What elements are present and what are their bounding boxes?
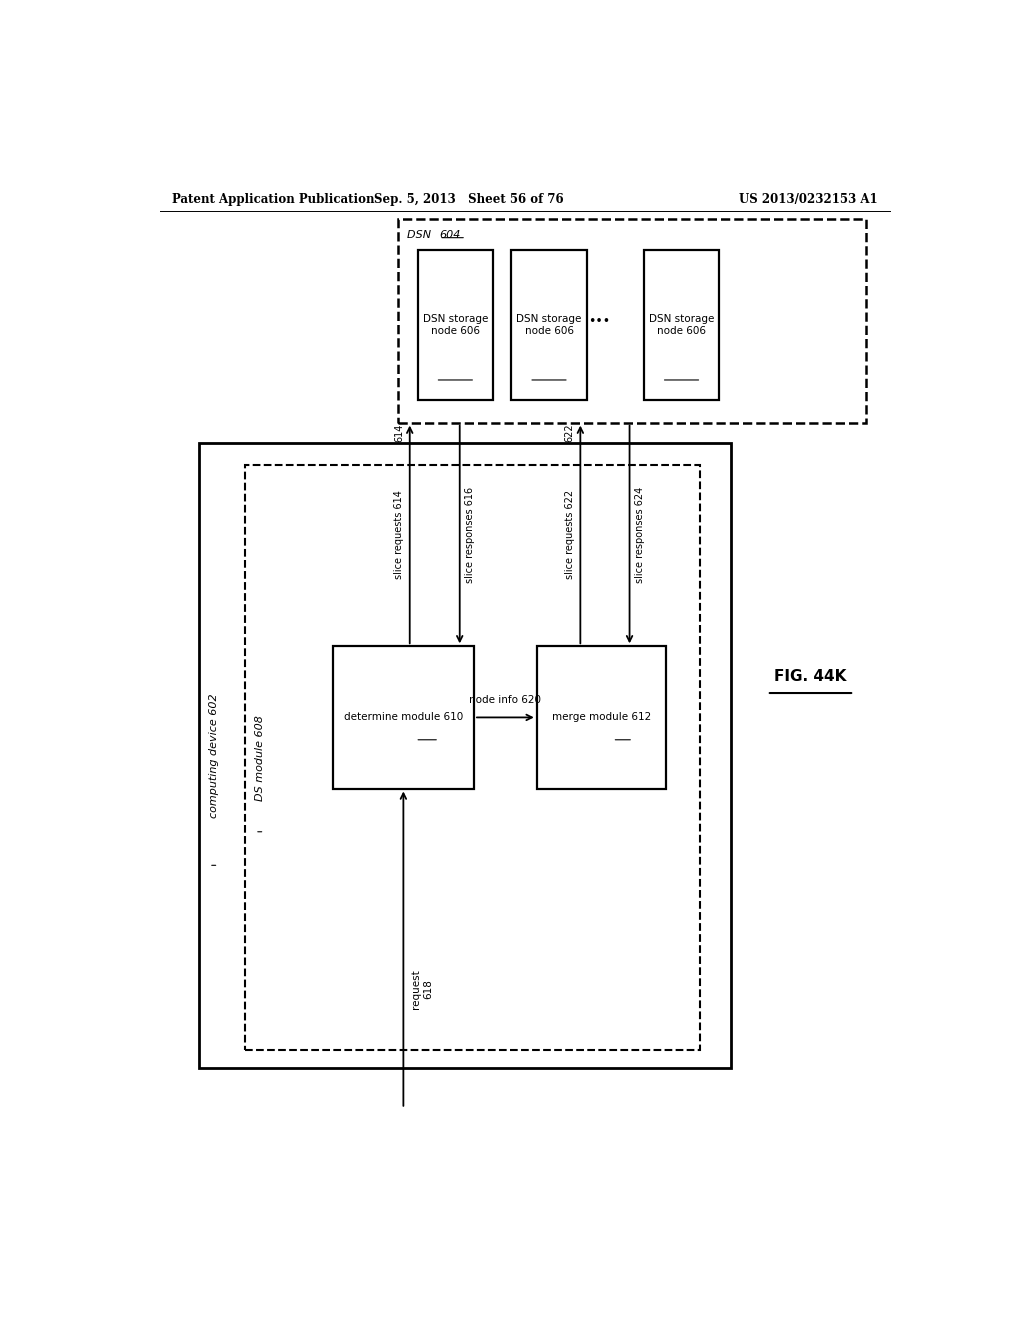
Text: US 2013/0232153 A1: US 2013/0232153 A1 [739, 193, 878, 206]
Bar [418, 249, 494, 400]
Text: FIG. 44K: FIG. 44K [774, 669, 847, 684]
Text: slice requests 622: slice requests 622 [565, 490, 574, 579]
Text: Patent Application Publication: Patent Application Publication [172, 193, 374, 206]
Text: request
618: request 618 [412, 969, 433, 1010]
Text: 604: 604 [439, 230, 461, 239]
Bar [200, 444, 731, 1068]
Text: Sep. 5, 2013   Sheet 56 of 76: Sep. 5, 2013 Sheet 56 of 76 [375, 193, 564, 206]
Bar [246, 466, 700, 1049]
Text: slice requests 614: slice requests 614 [394, 490, 404, 579]
Bar [397, 219, 866, 422]
Text: node info 620: node info 620 [469, 696, 542, 705]
Text: 622: 622 [565, 424, 574, 442]
Text: DSN: DSN [408, 230, 435, 239]
Text: slice responses 616: slice responses 616 [465, 486, 475, 582]
Text: DSN storage
node 606: DSN storage node 606 [649, 314, 714, 335]
Text: DS module 608: DS module 608 [255, 714, 265, 800]
Bar [644, 249, 719, 400]
Text: slice responses 624: slice responses 624 [635, 486, 645, 582]
Text: DSN storage
node 606: DSN storage node 606 [516, 314, 582, 335]
Text: merge module 612: merge module 612 [552, 713, 651, 722]
Text: 614: 614 [394, 424, 404, 442]
Text: •••: ••• [589, 314, 610, 327]
Bar [333, 647, 474, 788]
Bar [537, 647, 666, 788]
Text: computing device 602: computing device 602 [209, 693, 219, 818]
Text: determine module 610: determine module 610 [344, 713, 463, 722]
Bar [511, 249, 587, 400]
Text: DSN storage
node 606: DSN storage node 606 [423, 314, 488, 335]
